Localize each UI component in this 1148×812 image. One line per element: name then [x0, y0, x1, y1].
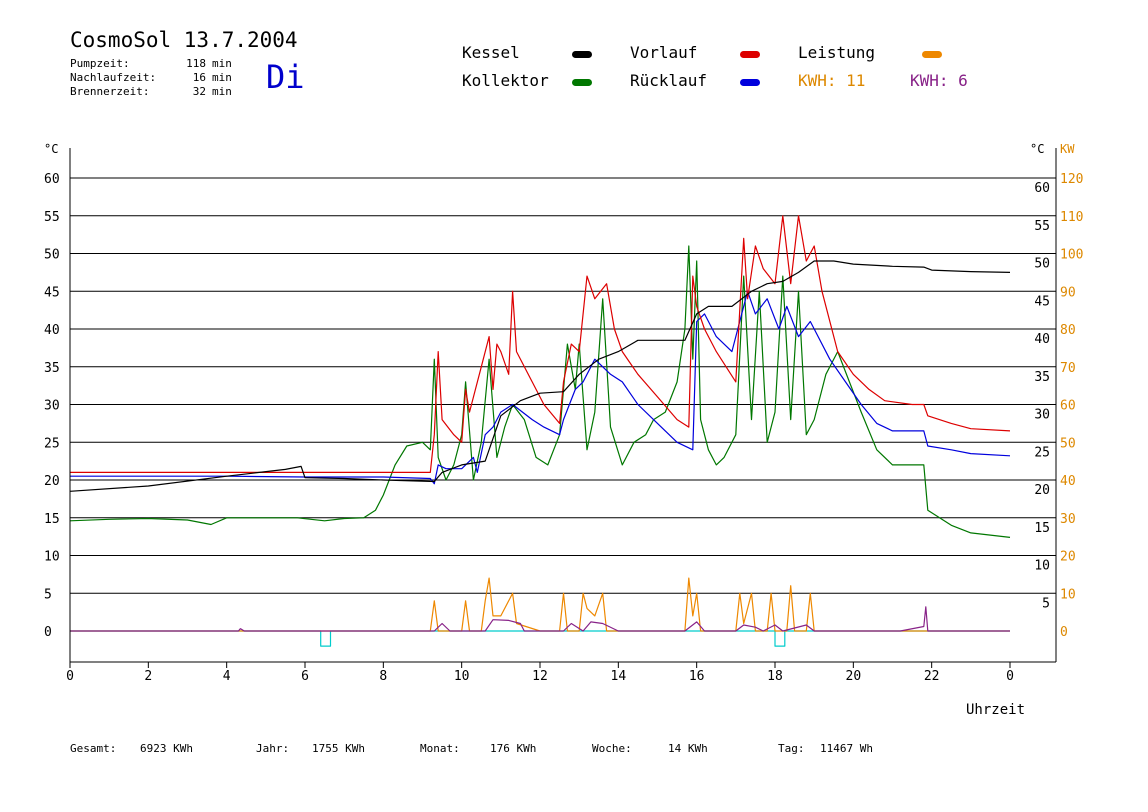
- y-tick-power-100: 100: [1060, 248, 1083, 263]
- x-tick-label-8: 16: [689, 669, 705, 684]
- y-tick-power-90: 90: [1060, 285, 1076, 300]
- y-tick-power-50: 50: [1060, 436, 1076, 451]
- y-tick-power-70: 70: [1060, 361, 1076, 376]
- legend-ruecklauf-label: Rücklauf: [630, 71, 708, 90]
- y-axis-left-title: °C: [44, 142, 58, 156]
- y-tick-left-5: 5: [44, 587, 52, 602]
- y-tick-left-55: 55: [44, 210, 60, 225]
- legend-vorlauf-swatch: [740, 51, 760, 58]
- series-line-ruecklauf: [70, 290, 1011, 485]
- footer-jahr-label: Jahr:: [256, 742, 290, 755]
- footer-tag-label: Tag:: [778, 742, 805, 755]
- footer-monat-value: 176 KWh: [490, 742, 537, 755]
- y-tick-left-25: 25: [44, 436, 60, 451]
- x-tick-label-7: 14: [611, 669, 627, 684]
- x-tick-label-4: 8: [379, 669, 387, 684]
- x-axis-title: Uhrzeit: [966, 702, 1025, 718]
- y-tick-power-60: 60: [1060, 399, 1076, 414]
- axes: 0510152025303540455055605101520253035404…: [44, 148, 1083, 684]
- x-tick-label-12: 0: [1006, 669, 1014, 684]
- y-tick-power-110: 110: [1060, 210, 1083, 225]
- y-tick-power-0: 0: [1060, 625, 1068, 640]
- legend-leistung-swatch: [922, 51, 942, 58]
- x-tick-label-3: 6: [301, 669, 309, 684]
- legend-vorlauf-label: Vorlauf: [630, 43, 698, 62]
- series-line-leistung: [70, 577, 1010, 632]
- legend-leistung-label: Leistung: [798, 43, 876, 62]
- y-tick-left-50: 50: [44, 248, 60, 263]
- weekday-label: Di: [266, 58, 305, 96]
- footer-tag-value: 11467 Wh: [820, 742, 873, 755]
- x-tick-label-1: 2: [144, 669, 152, 684]
- chart-title: CosmoSol 13.7.2004: [70, 28, 298, 52]
- x-tick-label-0: 0: [66, 669, 74, 684]
- y-tick-left-0: 0: [44, 625, 52, 640]
- y-tick-left-40: 40: [44, 323, 60, 338]
- y-tick-right-5: 5: [1042, 596, 1050, 611]
- footer-gesamt-label: Gesamt:: [70, 742, 117, 755]
- y-tick-right-25: 25: [1034, 445, 1050, 460]
- x-tick-label-9: 18: [767, 669, 783, 684]
- y-tick-left-60: 60: [44, 172, 60, 187]
- info-pumpzeit: Pumpzeit: 118 min: [70, 57, 232, 70]
- y-axis-right-title: °C: [1030, 142, 1044, 156]
- y-tick-power-120: 120: [1060, 172, 1083, 187]
- y-tick-right-30: 30: [1034, 408, 1050, 423]
- x-tick-label-6: 12: [532, 669, 548, 684]
- series-line-kessel: [69, 260, 1011, 492]
- legend-kollektor-swatch: [572, 79, 592, 86]
- x-tick-label-11: 22: [924, 669, 940, 684]
- y-tick-right-15: 15: [1034, 521, 1050, 536]
- y-tick-power-10: 10: [1060, 587, 1076, 602]
- x-tick-label-10: 20: [846, 669, 862, 684]
- y-tick-left-10: 10: [44, 550, 60, 565]
- legend-kwh-6: KWH: 6: [910, 71, 968, 90]
- legend-kollektor-label: Kollektor: [462, 71, 549, 90]
- legend-kessel-swatch: [572, 51, 592, 58]
- y-tick-left-15: 15: [44, 512, 60, 527]
- y-tick-power-80: 80: [1060, 323, 1076, 338]
- footer-woche-value: 14 KWh: [668, 742, 708, 755]
- y-tick-left-35: 35: [44, 361, 60, 376]
- y-tick-power-30: 30: [1060, 512, 1076, 527]
- grid-lines: [70, 177, 1056, 594]
- info-nachlaufzeit: Nachlaufzeit: 16 min: [70, 71, 232, 84]
- legend-kessel-label: Kessel: [462, 43, 520, 62]
- y-tick-power-40: 40: [1060, 474, 1076, 489]
- series-line-kwh2: [70, 606, 1010, 632]
- y-tick-right-10: 10: [1034, 559, 1050, 574]
- x-tick-label-5: 10: [454, 669, 470, 684]
- series-line-vorlauf: [70, 215, 1011, 473]
- series-line-pump: [70, 630, 1010, 647]
- footer-woche-label: Woche:: [592, 742, 632, 755]
- footer-jahr-value: 1755 KWh: [312, 742, 365, 755]
- y-tick-right-40: 40: [1034, 332, 1050, 347]
- legend-ruecklauf-swatch: [740, 79, 760, 86]
- info-brennerzeit: Brennerzeit: 32 min: [70, 85, 232, 98]
- y-tick-right-55: 55: [1034, 219, 1050, 234]
- y-tick-right-60: 60: [1034, 181, 1050, 196]
- footer-monat-label: Monat:: [420, 742, 460, 755]
- data-series: [69, 215, 1011, 647]
- y-tick-left-45: 45: [44, 285, 60, 300]
- legend-kwh-11: KWH: 11: [798, 71, 866, 90]
- y-tick-right-35: 35: [1034, 370, 1050, 385]
- y-tick-right-50: 50: [1034, 257, 1050, 272]
- y-tick-left-20: 20: [44, 474, 60, 489]
- x-tick-label-2: 4: [223, 669, 231, 684]
- y-tick-power-20: 20: [1060, 550, 1076, 565]
- y-axis-power-title: KW: [1060, 142, 1075, 156]
- series-line-kollektor: [69, 245, 1011, 538]
- footer-gesamt-value: 6923 KWh: [140, 742, 193, 755]
- y-tick-left-30: 30: [44, 399, 60, 414]
- y-tick-right-45: 45: [1034, 294, 1050, 309]
- y-tick-right-20: 20: [1034, 483, 1050, 498]
